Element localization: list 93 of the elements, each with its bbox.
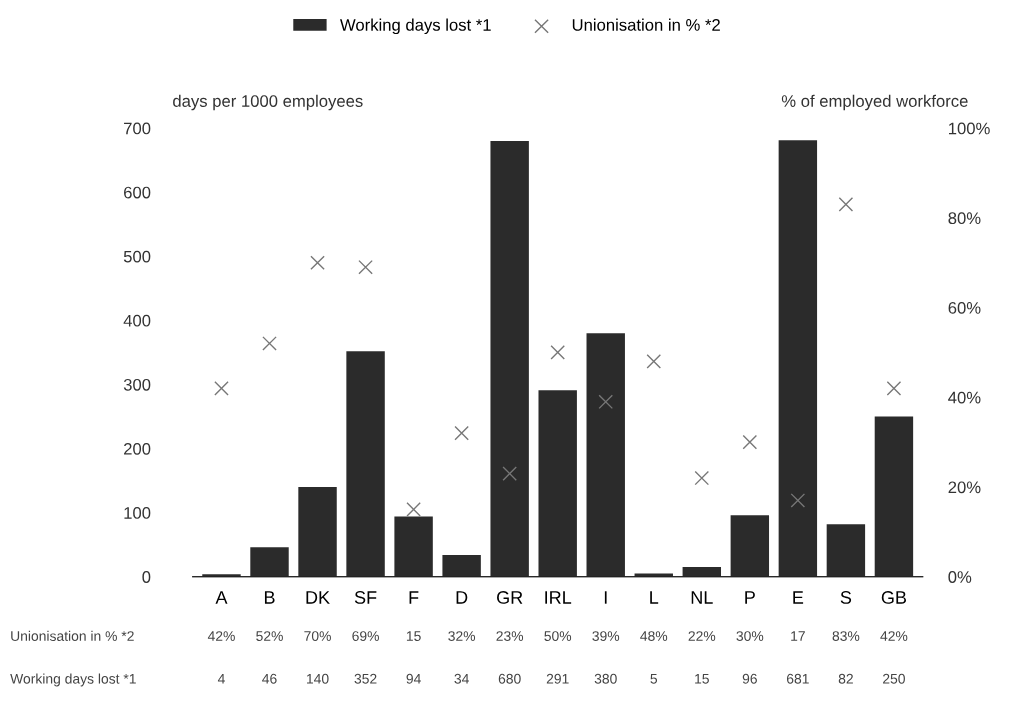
point — [502, 466, 517, 481]
x-tick-label: SF — [354, 591, 377, 604]
data-label: 250 — [883, 673, 905, 684]
legend-label: Working days lost *1 — [340, 18, 491, 35]
data-label: 291 — [546, 673, 569, 684]
data-label: 4 — [217, 674, 225, 684]
x-tick-label: B — [264, 591, 275, 604]
bar — [394, 516, 433, 577]
data-label: 69% — [352, 631, 379, 641]
x-tick-label: S — [840, 591, 852, 604]
data-label: 140 — [307, 673, 329, 684]
data-label: 46 — [262, 673, 277, 684]
point — [358, 259, 373, 275]
data-label: 70% — [304, 631, 331, 641]
x-tick-label: F — [409, 591, 419, 604]
bar — [730, 515, 770, 577]
y-tick-label: 100 — [124, 507, 151, 519]
y-tick-label: 700 — [124, 122, 151, 135]
point — [454, 425, 469, 441]
x-tick-label: E — [793, 591, 804, 604]
data-label: 52% — [256, 631, 283, 641]
point — [550, 345, 565, 360]
x-tick-label: NL — [691, 591, 713, 604]
x-tick-label: P — [745, 591, 755, 604]
bar — [346, 351, 385, 577]
data-label: 42% — [207, 631, 235, 641]
data-label: 30% — [736, 631, 764, 641]
data-label: 82 — [838, 673, 853, 684]
data-label: 15 — [695, 674, 709, 684]
bar — [826, 524, 866, 577]
point — [790, 493, 806, 508]
y-tick-label: 300 — [123, 378, 151, 391]
data-label: 681 — [786, 673, 809, 684]
x-tick-label: A — [215, 591, 228, 604]
x-tick-label: IRL — [545, 591, 572, 604]
x-tick-label: L — [650, 591, 659, 604]
y2-tick-label: 20% — [948, 481, 981, 494]
y2-tick-label: 80% — [948, 212, 981, 225]
point — [742, 434, 758, 450]
bar — [874, 416, 914, 577]
point — [694, 470, 710, 486]
data-label: 39% — [592, 631, 620, 641]
x-tick-label: D — [456, 591, 468, 604]
x-tick-label: I — [604, 591, 607, 604]
data-label: 15 — [406, 631, 421, 641]
y-axis-title: days per 1000 employees — [173, 94, 363, 111]
bar — [682, 567, 722, 577]
y2-tick-label: 0% — [948, 571, 972, 583]
point — [262, 336, 277, 351]
legend-label: Unionisation in % *2 — [572, 18, 720, 31]
x-tick-label: GB — [881, 591, 907, 604]
point — [646, 354, 662, 369]
data-label: 23% — [496, 631, 524, 641]
data-label: 17 — [791, 631, 805, 641]
bar — [250, 547, 289, 577]
data-label: 50% — [544, 631, 572, 641]
point — [838, 197, 854, 212]
point — [214, 381, 229, 396]
bar — [442, 554, 481, 577]
data-label: 42% — [880, 631, 908, 641]
data-label: 94 — [406, 673, 421, 684]
y-tick-label: 400 — [123, 314, 151, 327]
point — [598, 394, 614, 410]
y-tick-label: 0 — [142, 571, 151, 583]
bar — [298, 487, 337, 577]
bar — [538, 390, 577, 577]
data-label: 680 — [498, 673, 521, 684]
data-label: 96 — [742, 673, 757, 684]
text: Working days lost *1 — [10, 673, 136, 687]
bar — [490, 140, 529, 577]
y-tick-label: 600 — [124, 186, 151, 199]
y2-tick-label: 40% — [948, 391, 981, 404]
point — [886, 381, 902, 396]
point — [406, 502, 421, 517]
data-label: 22% — [688, 631, 716, 641]
y2-tick-label: 60% — [948, 301, 981, 314]
data-label: 32% — [448, 631, 476, 641]
data-label: 48% — [640, 631, 668, 641]
text: Unionisation in % *2 — [11, 630, 134, 641]
bar — [778, 140, 818, 577]
x-tick-label: DK — [306, 591, 330, 604]
data-label: 352 — [354, 673, 377, 684]
y2-tick-label: 100% — [949, 122, 990, 135]
bar — [586, 333, 625, 577]
y-tick-label: 200 — [124, 442, 151, 455]
data-label: 380 — [594, 673, 617, 684]
data-label: 83% — [832, 631, 860, 641]
x-tick-label: GR — [497, 591, 523, 604]
point — [310, 255, 325, 271]
data-label: 34 — [454, 673, 469, 684]
y-tick-label: 500 — [123, 250, 151, 263]
data-label: 5 — [650, 674, 658, 684]
y2-axis-title: % of employed workforce — [781, 94, 968, 111]
